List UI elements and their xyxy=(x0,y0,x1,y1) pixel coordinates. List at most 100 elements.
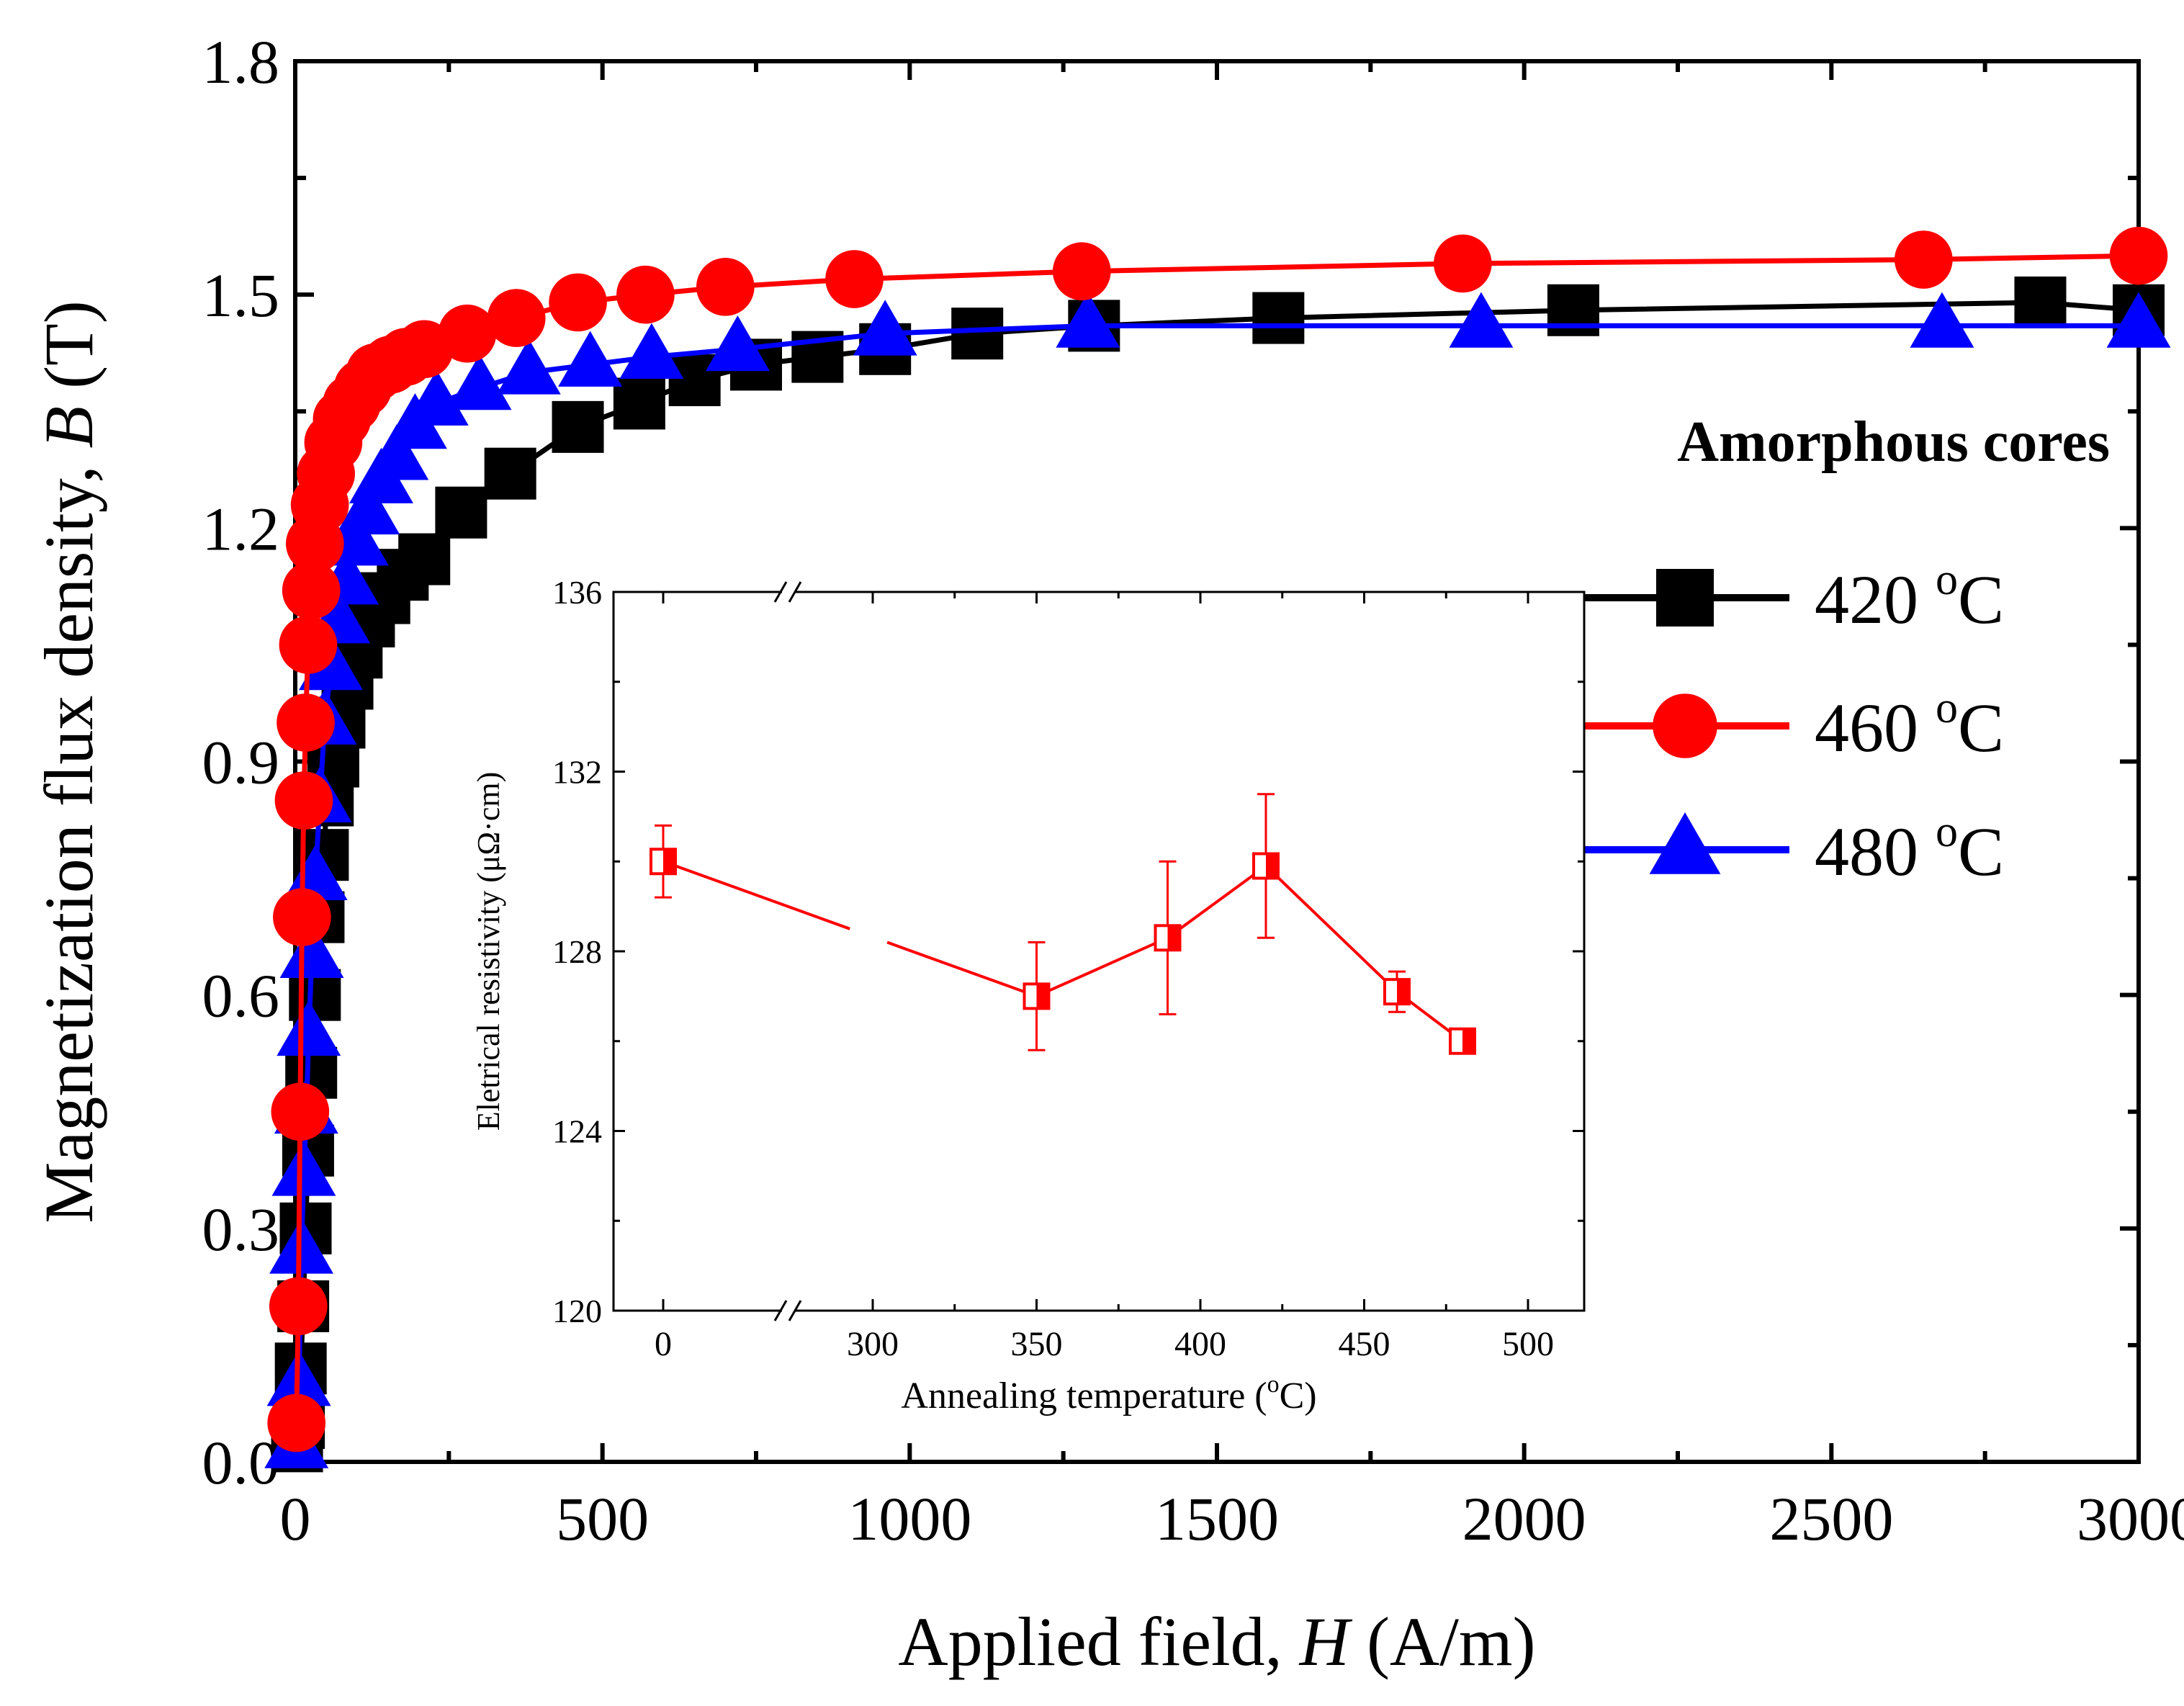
inset-x-axis-label: Annealing temperature (oC) xyxy=(901,1371,1316,1417)
main-y-tick-label: 0.6 xyxy=(202,961,280,1031)
inset-y-tick-label: 128 xyxy=(552,933,602,970)
main-data-point xyxy=(277,1000,341,1056)
main-data-point xyxy=(271,1082,330,1141)
inset-x-axis-ticks: 0 300 350 400 450 500 xyxy=(655,592,1554,1363)
main-data-point xyxy=(487,289,546,347)
inset-y-tick-label: 124 xyxy=(552,1113,602,1150)
inset-marker-fill xyxy=(1266,853,1278,879)
main-data-point xyxy=(274,771,333,830)
main-x-tick-label: 500 xyxy=(556,1484,649,1553)
main-data-point xyxy=(267,1393,326,1453)
main-data-point xyxy=(1547,284,1599,336)
inset-data-point xyxy=(1154,860,1182,1015)
main-data-point xyxy=(279,616,338,674)
main-data-point xyxy=(696,258,755,316)
legend-marker xyxy=(1656,569,1714,627)
inset-x-tick-label: 500 xyxy=(1502,1325,1554,1363)
inset-data-point xyxy=(650,824,677,899)
main-data-point xyxy=(279,922,344,979)
inset-x-tick-label: 450 xyxy=(1339,1325,1390,1363)
main-y-tick-label: 1.8 xyxy=(202,27,280,96)
legend: Amorphous cores 420 oC 460 oC 480 oC xyxy=(1581,410,2110,890)
inset-axis-break xyxy=(773,581,802,1321)
main-data-point xyxy=(282,561,341,620)
main-data-point xyxy=(283,844,348,901)
main-data-point xyxy=(1895,230,1953,289)
main-data-point xyxy=(613,377,665,430)
main-x-tick-label: 2000 xyxy=(1462,1484,1586,1553)
inset-series-line xyxy=(662,860,850,930)
main-data-point xyxy=(269,1277,328,1336)
main-x-tick-label: 0 xyxy=(280,1484,311,1553)
legend-label: 480 oC xyxy=(1815,807,2004,890)
main-data-point xyxy=(853,300,917,356)
inset-data-point xyxy=(1252,793,1280,939)
main-data-point xyxy=(398,533,451,585)
legend-item: 420 oC xyxy=(1581,555,2004,638)
main-data-point xyxy=(447,354,512,410)
main-y-axis-label: Magnetization flux density, B (T) xyxy=(30,300,107,1223)
inset-data-point xyxy=(1449,1027,1476,1055)
main-data-point xyxy=(277,693,335,752)
main-y-tick-label: 0.3 xyxy=(202,1195,280,1264)
legend-marker xyxy=(1649,812,1721,874)
inset-background xyxy=(614,592,1584,1311)
main-data-point xyxy=(404,369,469,426)
main-data-point xyxy=(336,478,400,535)
main-data-point xyxy=(1052,242,1111,301)
inset-marker-fill xyxy=(1036,984,1049,1009)
inset-marker-fill xyxy=(1462,1028,1475,1054)
main-data-point xyxy=(619,323,684,380)
main-data-point xyxy=(705,315,770,372)
main-data-point xyxy=(271,1140,336,1196)
main-data-point xyxy=(1449,292,1514,348)
main-x-tick-label: 1500 xyxy=(1155,1484,1279,1553)
main-data-point xyxy=(552,400,604,453)
inset-x-tick-label: 350 xyxy=(1011,1325,1063,1363)
main-data-point xyxy=(616,265,675,324)
main-data-point xyxy=(549,273,607,332)
main-y-tick-label: 1.5 xyxy=(202,261,280,330)
inset-break-slash xyxy=(788,1300,802,1321)
main-data-point xyxy=(435,486,487,539)
legend-label: 460 oC xyxy=(1815,683,2004,766)
main-x-axis-label: Applied field, H (A/m) xyxy=(898,1603,1535,1680)
main-series-circle xyxy=(267,226,2168,1453)
inset-break-slash xyxy=(773,1300,788,1321)
main-data-point xyxy=(2109,226,2168,285)
inset-series-group xyxy=(650,793,1476,1055)
legend-item: 480 oC xyxy=(1581,807,2004,890)
main-y-tick-label: 0.0 xyxy=(202,1428,280,1497)
inset-data-point xyxy=(1383,970,1411,1013)
main-data-point xyxy=(558,331,623,387)
main-data-point xyxy=(1056,292,1120,348)
main-data-point xyxy=(496,338,561,395)
main-data-point xyxy=(364,424,429,480)
main-series-group xyxy=(264,226,2171,1473)
inset-x-tick-label: 0 xyxy=(655,1325,672,1363)
main-data-point xyxy=(2014,276,2067,328)
legend-label: 420 oC xyxy=(1815,555,2004,638)
inset-x-tick-label: 400 xyxy=(1174,1325,1226,1363)
legend-title: Amorphous cores xyxy=(1677,410,2110,474)
main-x-tick-label: 1000 xyxy=(848,1484,971,1553)
inset-chart: 0 300 350 400 450 500 120 124 128 132 136 Anneali… xyxy=(471,574,1586,1417)
inset-y-axis-label: Eletrical resistivity (μΩ·cm) xyxy=(471,772,506,1131)
main-data-point xyxy=(1910,292,1974,348)
main-x-tick-label: 2500 xyxy=(1769,1484,1893,1553)
inset-marker-fill xyxy=(663,849,675,874)
legend-marker xyxy=(1653,693,1717,758)
inset-y-tick-label: 136 xyxy=(552,574,602,611)
main-data-point xyxy=(825,250,884,308)
inset-y-tick-label: 132 xyxy=(552,754,602,791)
main-data-point xyxy=(1434,234,1492,293)
inset-y-tick-label: 120 xyxy=(552,1293,602,1329)
main-data-point xyxy=(2106,292,2171,348)
inset-marker-fill xyxy=(1397,979,1409,1005)
main-data-point xyxy=(484,447,536,500)
inset-data-point xyxy=(1023,941,1051,1051)
